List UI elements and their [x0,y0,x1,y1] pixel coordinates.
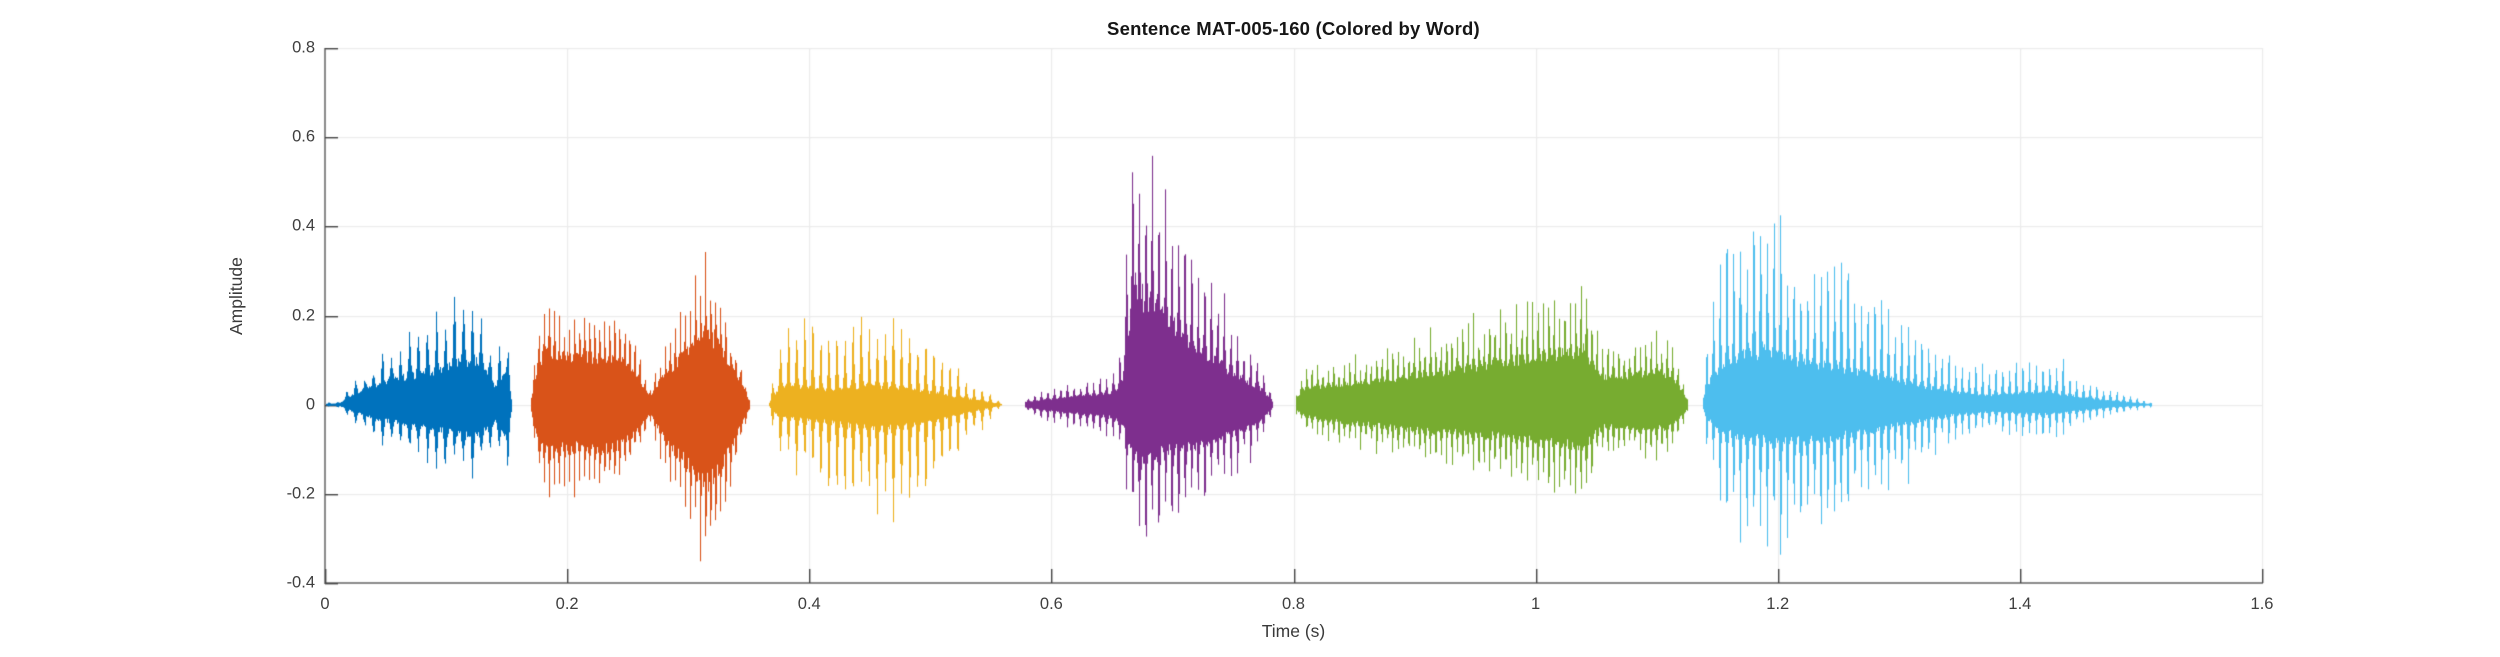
y-tick-label-2: 0 [305,395,315,414]
x-tick-label-3: 0.6 [1039,595,1063,613]
x-axis-label: Time (s) [1261,621,1326,641]
x-tick-label-2: 0.4 [797,595,821,613]
x-tick-label-4: 0.8 [1282,595,1305,613]
y-tick-label-3: 0.2 [292,306,315,324]
x-tick-label-7: 1.4 [2008,595,2032,613]
y-tick-label-0: -0.4 [286,573,315,592]
x-tick-label-6: 1.2 [1766,595,1790,613]
x-tick-label-8: 1.6 [2250,595,2274,613]
y-tick-label-1: -0.2 [286,484,315,503]
y-tick-label-4: 0.4 [292,216,315,235]
x-tick-label-0: 0 [320,595,330,613]
y-tick-label-6: 0.8 [292,38,315,57]
y-tick-label-5: 0.6 [292,127,315,146]
chart-title: Sentence MAT-005-160 (Colored by Word) [1107,18,1480,39]
x-tick-label-1: 0.2 [555,595,579,613]
x-tick-label-5: 1 [1531,595,1541,613]
y-axis-label: Amplitude [226,257,246,335]
